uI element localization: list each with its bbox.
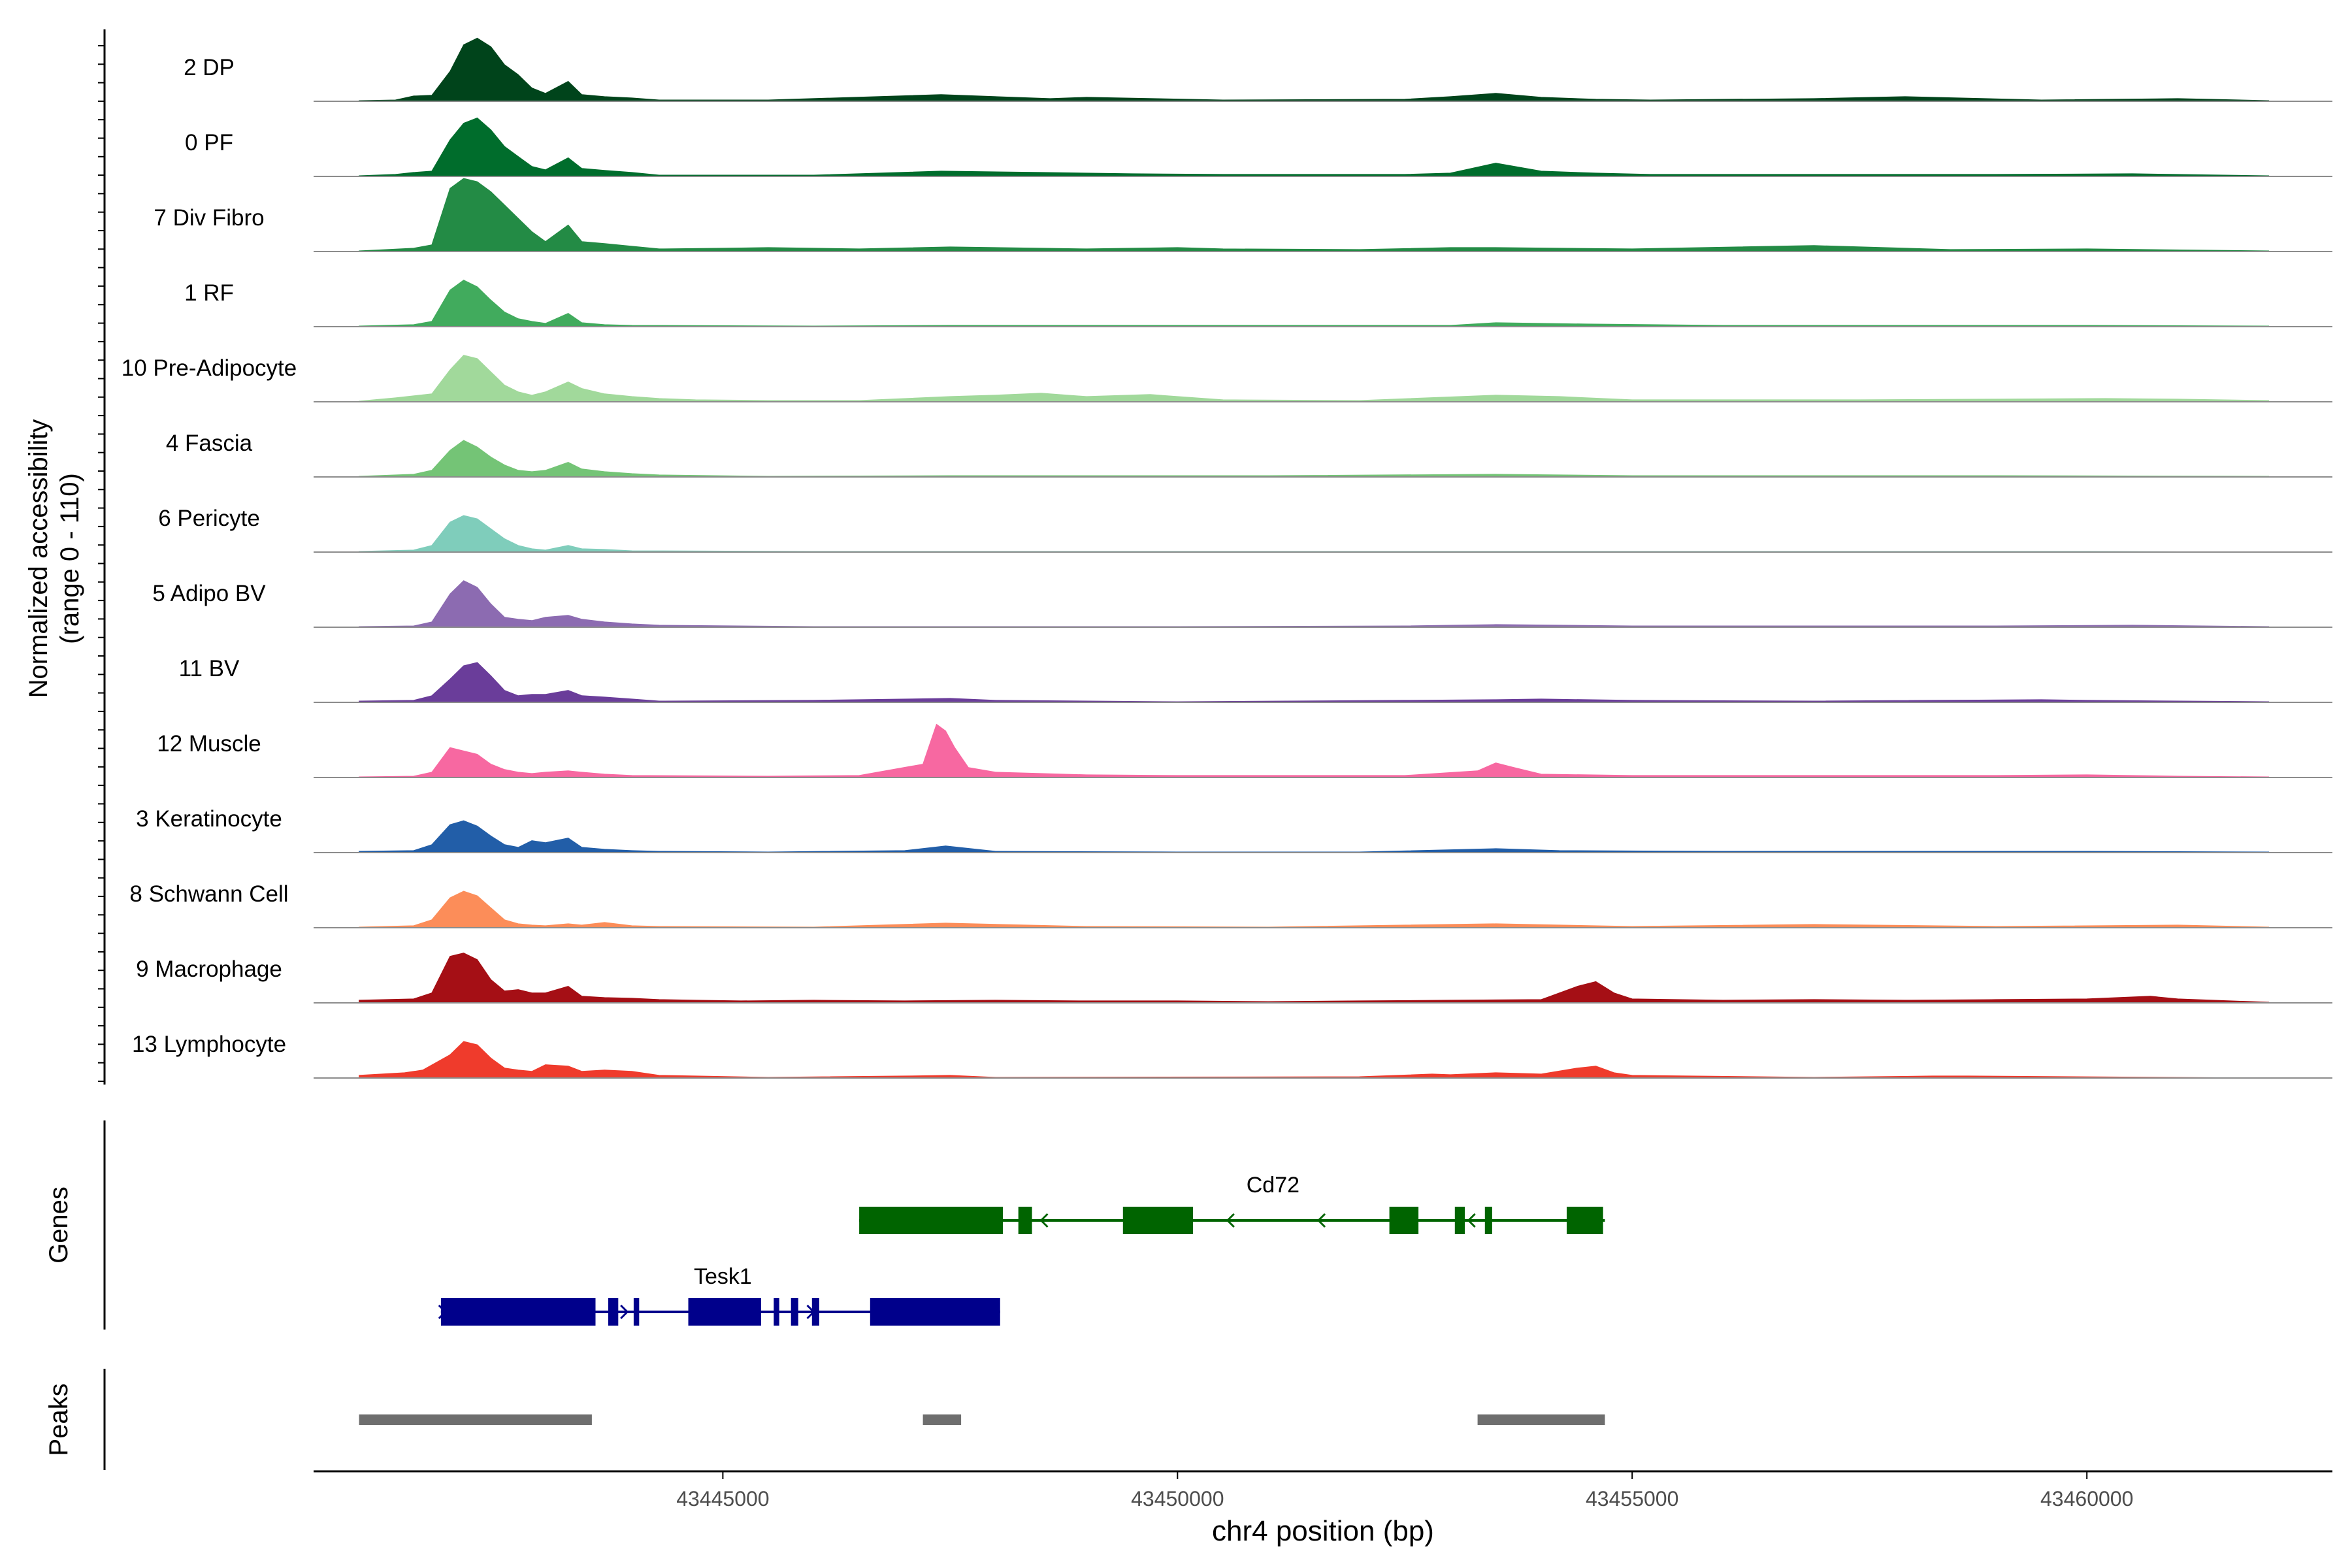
- strand-arrow-icon: [1039, 1213, 1049, 1228]
- track-label-8-schwann-cell: 8 Schwann Cell: [129, 881, 288, 907]
- gene-exon: [1567, 1207, 1603, 1234]
- track-6-pericyte: 6 Pericyte: [158, 506, 2332, 553]
- track-7-div-fibro: 7 Div Fibro: [154, 178, 2332, 252]
- track-13-lymphocyte: 13 Lymphocyte: [132, 1032, 2332, 1079]
- genes-panel: Cd72 Tesk1: [438, 1173, 1605, 1326]
- track-label-5-adipo-bv: 5 Adipo BV: [152, 581, 266, 606]
- track-9-macrophage: 9 Macrophage: [136, 953, 2332, 1004]
- strand-arrow-icon: [1226, 1213, 1235, 1228]
- track-10-pre-adipocyte: 10 Pre-Adipocyte: [122, 355, 2332, 402]
- x-tick-label: 43460000: [2040, 1487, 2133, 1511]
- gene-exon: [811, 1298, 819, 1326]
- track-label-9-macrophage: 9 Macrophage: [136, 956, 282, 982]
- track-11-bv: 11 BV: [179, 656, 2332, 703]
- gene-exon: [859, 1207, 1003, 1234]
- coverage-area-7-div-fibro: [359, 178, 2270, 252]
- x-axis-label: chr4 position (bp): [1212, 1515, 1434, 1547]
- gene-tesk1: Tesk1: [438, 1264, 1000, 1326]
- track-label-11-bv: 11 BV: [179, 656, 240, 681]
- strand-arrow-icon: [438, 1304, 447, 1320]
- track-label-7-div-fibro: 7 Div Fibro: [154, 205, 264, 231]
- peaks-panel-label: Peaks: [44, 1383, 73, 1456]
- track-label-2-dp: 2 DP: [184, 55, 235, 80]
- x-tick-label: 43455000: [1586, 1487, 1678, 1511]
- gene-exon: [1484, 1207, 1492, 1234]
- track-label-13-lymphocyte: 13 Lymphocyte: [132, 1032, 286, 1057]
- track-12-muscle: 12 Muscle: [157, 723, 2332, 778]
- x-axis: 43445000 43450000 43455000 43460000: [314, 1470, 2332, 1511]
- track-3-keratinocyte: 3 Keratinocyte: [136, 806, 2332, 853]
- coverage-area-3-keratinocyte: [359, 820, 2270, 853]
- x-tick-label: 43445000: [676, 1487, 769, 1511]
- peak-bar: [359, 1414, 592, 1425]
- strand-arrow-icon: [620, 1304, 629, 1320]
- coverage-area-11-bv: [359, 662, 2270, 703]
- gene-exon: [440, 1298, 596, 1326]
- track-label-0-pf: 0 PF: [185, 130, 233, 155]
- gene-cd72: Cd72: [859, 1173, 1605, 1234]
- gene-exon: [608, 1298, 619, 1326]
- track-4-fascia: 4 Fascia: [166, 431, 2332, 478]
- x-tick-label: 43450000: [1131, 1487, 1224, 1511]
- coverage-area-5-adipo-bv: [359, 580, 2270, 628]
- coverage-area-4-fascia: [359, 440, 2270, 478]
- track-0-pf: 0 PF: [185, 117, 2332, 177]
- strand-arrow-icon: [806, 1304, 815, 1320]
- coverage-area-13-lymphocyte: [359, 1041, 2269, 1079]
- y-axis-label-line1: Normalized accessibility: [24, 419, 53, 698]
- track-label-4-fascia: 4 Fascia: [166, 431, 253, 456]
- track-label-3-keratinocyte: 3 Keratinocyte: [136, 806, 282, 832]
- track-label-10-pre-adipocyte: 10 Pre-Adipocyte: [122, 355, 297, 381]
- coverage-area-10-pre-adipocyte: [359, 355, 2270, 402]
- track-label-12-muscle: 12 Muscle: [157, 731, 261, 757]
- peak-bar: [1477, 1414, 1605, 1425]
- gene-exon: [1018, 1207, 1032, 1234]
- coverage-area-6-pericyte: [359, 515, 2269, 553]
- genes-panel-label: Genes: [44, 1186, 73, 1264]
- gene-exon: [1122, 1207, 1193, 1234]
- gene-exon: [791, 1298, 798, 1326]
- coverage-area-8-schwann-cell: [359, 890, 2270, 928]
- coverage-area-1-rf: [359, 280, 2270, 327]
- track-8-schwann-cell: 8 Schwann Cell: [129, 881, 2332, 928]
- coverage-area-12-muscle: [359, 723, 2270, 778]
- gene-exon: [870, 1298, 1000, 1326]
- track-5-adipo-bv: 5 Adipo BV: [152, 580, 2332, 628]
- gene-exon: [1389, 1207, 1419, 1234]
- peaks-panel: [359, 1414, 1605, 1425]
- track-2-dp: 2 DP: [184, 37, 2332, 102]
- track-label-1-rf: 1 RF: [184, 280, 234, 306]
- gene-exon: [1454, 1207, 1465, 1234]
- gene-exon: [774, 1298, 779, 1326]
- strand-arrow-icon: [1467, 1213, 1476, 1228]
- coverage-area-2-dp: [359, 37, 2270, 102]
- accessibility-y-axis: [98, 29, 106, 1085]
- coverage-area-9-macrophage: [359, 953, 2270, 1004]
- strand-arrow-icon: [1316, 1213, 1326, 1228]
- gene-exon: [688, 1298, 761, 1326]
- accessibility-tracks: 2 DP 0 PF 7 Div Fibro 1 RF 10 Pre-Adipocyte 4…: [122, 37, 2332, 1079]
- coverage-area-0-pf: [359, 117, 2270, 177]
- track-1-rf: 1 RF: [184, 280, 2332, 327]
- gene-exon: [633, 1298, 640, 1326]
- peak-bar: [923, 1414, 962, 1425]
- track-label-6-pericyte: 6 Pericyte: [158, 506, 260, 531]
- y-axis-label-line2: (range 0 - 110): [56, 473, 84, 644]
- gene-label-tesk1: Tesk1: [694, 1264, 752, 1289]
- gene-label-cd72: Cd72: [1247, 1173, 1299, 1198]
